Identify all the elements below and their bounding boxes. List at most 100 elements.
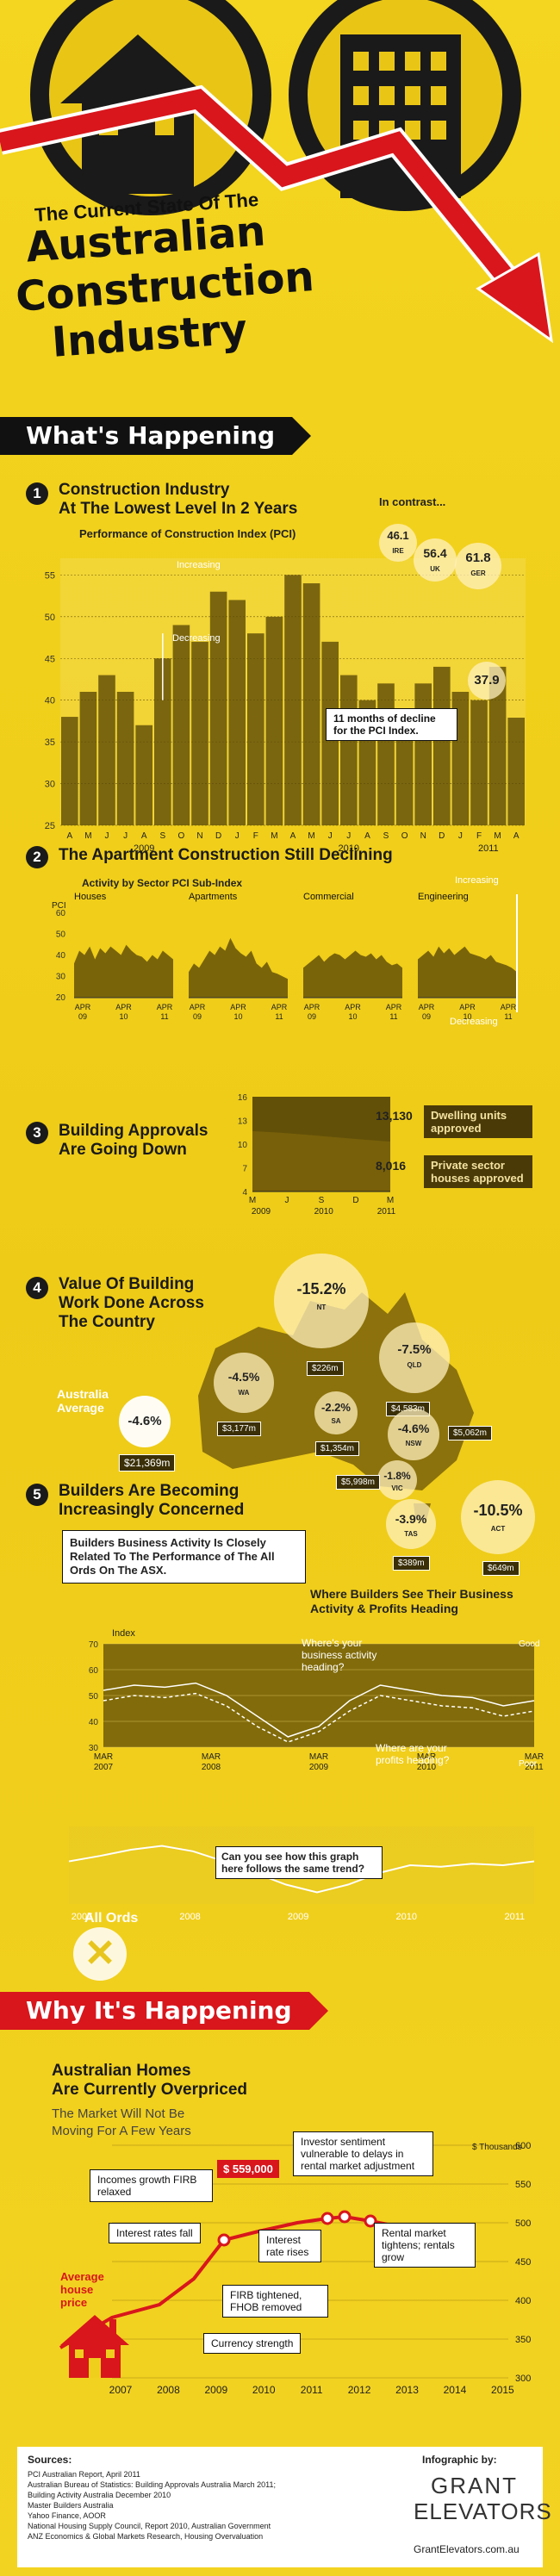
price-marker bbox=[320, 2212, 334, 2225]
price-x-tick: 2013 bbox=[395, 2384, 419, 2396]
sector-name: Commercial bbox=[303, 892, 354, 902]
pci-bar bbox=[116, 692, 134, 825]
builders-x-year: 2009 bbox=[309, 1763, 329, 1772]
sector-x-month: APR bbox=[386, 1003, 402, 1011]
pci-x-tick: S bbox=[383, 831, 389, 841]
label-interest-rates-fall: Interest rates fall bbox=[109, 2223, 201, 2243]
sector-x-month: APR bbox=[115, 1003, 132, 1011]
australia-average-label: Australia Average bbox=[57, 1387, 109, 1415]
state-bubble-wa: -4.5% WA bbox=[214, 1353, 274, 1413]
builders-index-label: Index bbox=[112, 1628, 135, 1639]
sector-x-month: APR bbox=[230, 1003, 246, 1011]
price-x-tick: 2014 bbox=[444, 2384, 467, 2396]
pci-year-label: 2011 bbox=[478, 843, 499, 854]
sector-x-month: APR bbox=[304, 1003, 320, 1011]
pci-x-tick: A bbox=[66, 831, 72, 841]
pci-x-tick: O bbox=[178, 831, 185, 841]
state-code: ACT bbox=[490, 1525, 506, 1533]
contrast-country: IRE bbox=[392, 547, 404, 555]
pci-decreasing-label: Decreasing bbox=[172, 633, 221, 644]
allords-x-tick: 2011 bbox=[504, 1912, 525, 1922]
state-percent: -4.5% bbox=[227, 1370, 260, 1384]
pci-increasing-label: Increasing bbox=[177, 560, 221, 570]
pci-x-tick: N bbox=[196, 831, 202, 841]
sector-increasing-label: Increasing bbox=[455, 875, 499, 886]
state-code: QLD bbox=[407, 1361, 422, 1369]
state-percent: -2.2% bbox=[321, 1401, 351, 1414]
price-y-tick: 400 bbox=[515, 2296, 531, 2306]
pci-x-tick: F bbox=[253, 831, 258, 841]
pci-x-tick: J bbox=[328, 831, 333, 841]
pci-bar bbox=[209, 591, 227, 825]
pci-bar bbox=[191, 641, 208, 825]
brand-logo-line1: GRANT bbox=[431, 2473, 518, 2498]
builders-y-tick: 30 bbox=[89, 1744, 99, 1753]
section-number-4: 4 bbox=[26, 1277, 48, 1299]
pci-last-value-bubble: 37.9 bbox=[468, 662, 506, 700]
builders-x-year: 2010 bbox=[417, 1763, 437, 1772]
pci-x-tick: J bbox=[458, 831, 463, 841]
builders-x-tick: MAR bbox=[309, 1752, 328, 1762]
pci-x-tick: A bbox=[290, 831, 296, 841]
state-bubble-act: -10.5% ACT bbox=[461, 1480, 535, 1554]
pci-bar bbox=[172, 625, 190, 825]
source-item: Australian Bureau of Statistics: Buildin… bbox=[28, 2480, 276, 2489]
sector-y-tick: 50 bbox=[56, 930, 66, 940]
pci-x-tick: M bbox=[271, 831, 277, 841]
allords-x-tick: 2007 bbox=[72, 1912, 92, 1922]
brand-url[interactable]: GrantElevators.com.au bbox=[414, 2543, 520, 2555]
pci-bar bbox=[377, 683, 395, 825]
pci-year-label: 2010 bbox=[339, 843, 359, 854]
state-code: NT bbox=[316, 1304, 327, 1311]
builders-y-tick: 70 bbox=[89, 1640, 99, 1650]
asx-relationship-box: Builders Business Activity Is Closely Re… bbox=[62, 1530, 306, 1584]
pci-bar bbox=[507, 718, 525, 825]
pci-x-tick: D bbox=[215, 831, 221, 841]
pci-bar bbox=[488, 666, 507, 825]
label-firb-tightened: FIRB tightened, FHOB removed bbox=[222, 2285, 328, 2318]
state-bubble-nt: -15.2% NT bbox=[274, 1254, 369, 1348]
pci-bar bbox=[61, 717, 78, 825]
pci-decline-callout: 11 months of decline for the PCI Index. bbox=[326, 708, 457, 741]
section-1-title-b: At The Lowest Level In 2 Years bbox=[59, 500, 298, 518]
label-incomes-growth: Incomes growth FIRB relaxed bbox=[90, 2169, 213, 2202]
approvals-year: 2011 bbox=[377, 1207, 396, 1216]
sector-x-month: APR bbox=[501, 1003, 517, 1011]
pci-y-tick: 30 bbox=[45, 780, 55, 790]
sector-x-year: 10 bbox=[233, 1012, 242, 1021]
section-4-title-a: Value Of Building bbox=[59, 1275, 195, 1293]
pci-x-tick: J bbox=[235, 831, 240, 841]
source-item: Yahoo Finance, AOOR bbox=[28, 2511, 106, 2520]
section-banner-why-happening: Why It's Happening bbox=[0, 1992, 328, 2030]
label-rental-market: Rental market tightens; rentals grow bbox=[374, 2223, 476, 2268]
state-bubble-nsw: -4.6% NSW bbox=[388, 1409, 439, 1460]
approvals-value-1: 13,130 bbox=[376, 1109, 413, 1123]
approvals-label-1: Dwelling units approved bbox=[424, 1105, 532, 1138]
sector-x-year: 10 bbox=[348, 1012, 357, 1021]
sector-x-year: 11 bbox=[275, 1012, 283, 1021]
source-item: Building Activity Australia December 201… bbox=[28, 2491, 171, 2499]
price-x-tick: 2008 bbox=[157, 2384, 180, 2396]
state-amount-vic: $5,998m bbox=[336, 1475, 380, 1490]
approvals-x-tick: S bbox=[319, 1196, 325, 1205]
price-marker bbox=[364, 2214, 377, 2228]
australia-average-bubble: -4.6% bbox=[119, 1396, 171, 1447]
section-number-3: 3 bbox=[26, 1122, 48, 1144]
header: The Current State Of The Australian Cons… bbox=[0, 0, 560, 379]
state-percent: -7.5% bbox=[397, 1342, 432, 1357]
approvals-x-tick: J bbox=[285, 1196, 289, 1205]
footer: Sources: PCI Australian Report, April 20… bbox=[17, 2447, 551, 2567]
pci-x-tick: D bbox=[439, 831, 445, 841]
allords-x-tick: 2009 bbox=[288, 1912, 308, 1922]
pci-chart-subtitle: Performance of Construction Index (PCI) bbox=[79, 527, 296, 540]
pci-bar bbox=[340, 675, 358, 825]
approvals-area-houses bbox=[252, 1131, 390, 1192]
sector-x-month: APR bbox=[190, 1003, 206, 1011]
sources-title: Sources: bbox=[28, 2454, 72, 2466]
price-x-tick: 2009 bbox=[204, 2384, 227, 2396]
builders-y-tick: 40 bbox=[89, 1718, 99, 1727]
sector-x-year: 10 bbox=[119, 1012, 128, 1021]
house-icon bbox=[60, 2315, 129, 2378]
brand-logo-line2: ELEVATORS bbox=[414, 2498, 552, 2524]
